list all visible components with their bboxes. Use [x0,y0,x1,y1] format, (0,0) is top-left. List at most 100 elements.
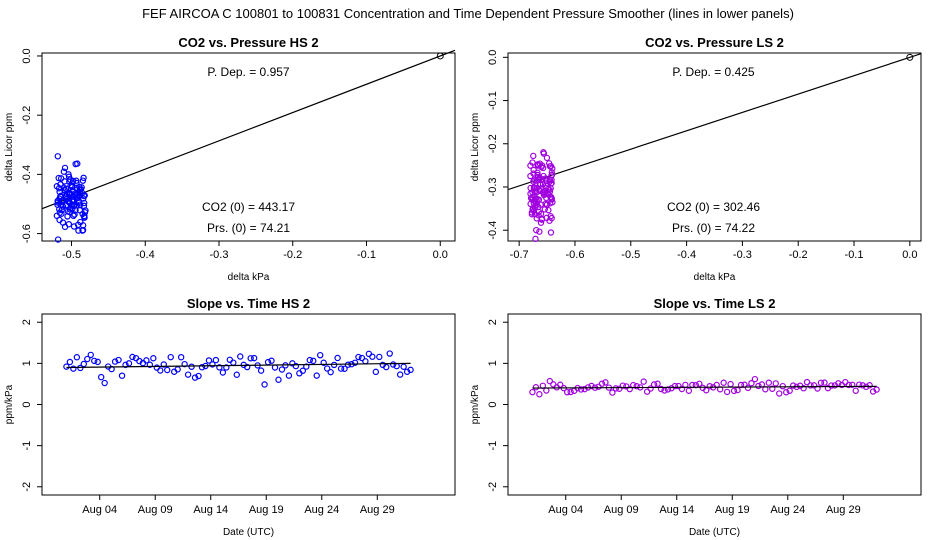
data-point [271,364,279,371]
data-point [65,191,73,198]
data-point [337,365,345,372]
data-point [540,172,547,180]
x-axis-label: Date (UTC) [223,527,274,538]
data-point [223,364,230,371]
y-axis-label: delta Licor ppm [4,113,15,181]
data-point [527,162,534,169]
data-point [685,387,693,394]
y-tick-label: -0.4 [487,221,499,240]
data-point [143,357,150,364]
x-tick-label: Aug 29 [360,504,395,516]
data-point [129,353,136,361]
data-point [765,379,773,386]
data-point [630,381,637,389]
data-point [383,363,390,371]
x-tick-label: -0.6 [565,249,584,261]
data-point [807,382,814,389]
data-point [814,385,821,392]
data-point [534,171,541,179]
data-point [306,356,313,364]
data-point [547,213,554,220]
data-point [577,386,585,393]
data-point [351,359,359,366]
data-point [275,376,282,383]
data-point [69,187,77,195]
data-point [769,385,776,392]
data-point [640,378,647,385]
data-point [723,388,731,396]
x-tick-label: Aug 09 [138,504,173,516]
data-point [195,372,202,380]
data-point [530,152,537,160]
panel-title: Slope vs. Time LS 2 [654,296,776,311]
data-point [543,154,551,162]
data-point [537,219,545,226]
data-point [70,223,78,230]
y-axis-label: ppm/kPa [470,384,481,424]
data-point [94,358,101,366]
data-point [852,387,859,394]
data-point [751,375,759,383]
y-tick-label: 2 [21,319,33,325]
data-point [786,387,793,394]
data-point [720,379,727,386]
data-point [588,382,595,390]
x-tick-label: -0.3 [733,249,752,261]
plot-frame [507,52,922,242]
data-point [209,361,216,368]
data-point [327,368,334,376]
data-point [323,365,331,372]
y-tick-label: 1 [21,360,33,366]
data-point [810,382,818,389]
y-tick-label: -0.2 [21,106,33,125]
data-point [369,353,376,360]
pdep-annotation: P. Dep. = 0.425 [672,65,755,79]
data-point [230,359,237,366]
data-point [157,367,164,374]
data-point [66,178,73,185]
data-point [546,200,554,207]
data-point [633,382,640,390]
data-point [60,168,68,175]
data-point [184,371,192,378]
data-point [530,166,537,174]
data-point [654,380,661,387]
panel-4: Slope vs. Time LS 2 Date (UTC) ppm/kPa Aug … [470,296,922,538]
data-point [849,381,856,388]
data-point [789,382,797,389]
data-point [75,192,83,199]
data-point [285,372,293,379]
data-point [532,235,539,243]
data-point [546,377,554,385]
data-point [800,385,807,392]
data-point [543,201,550,209]
data-point [362,358,369,365]
data-point [61,164,69,172]
y-tick-label: -2 [487,482,499,492]
data-point [657,385,665,393]
x-tick-label: Aug 09 [604,504,639,516]
data-point [671,382,679,390]
data-point [160,361,167,368]
data-point [54,199,61,206]
data-point [341,365,348,372]
data-point [226,356,234,364]
x-tick-label: -0.2 [283,249,302,261]
x-tick-label: 0.0 [433,249,448,261]
x-tick-label: Aug 19 [249,504,284,516]
y-tick-label: -1 [21,441,33,451]
data-point [257,367,265,374]
data-point [191,374,199,381]
data-point [400,363,407,370]
x-tick-label: -0.5 [621,249,640,261]
data-point [122,361,129,369]
data-point [79,177,87,184]
data-point [530,178,537,185]
x-tick-label: -0.2 [789,249,808,261]
data-point [581,385,588,393]
data-point [77,218,84,226]
data-point [396,371,404,378]
y-tick-label: 0 [487,401,499,407]
data-point [317,351,324,359]
